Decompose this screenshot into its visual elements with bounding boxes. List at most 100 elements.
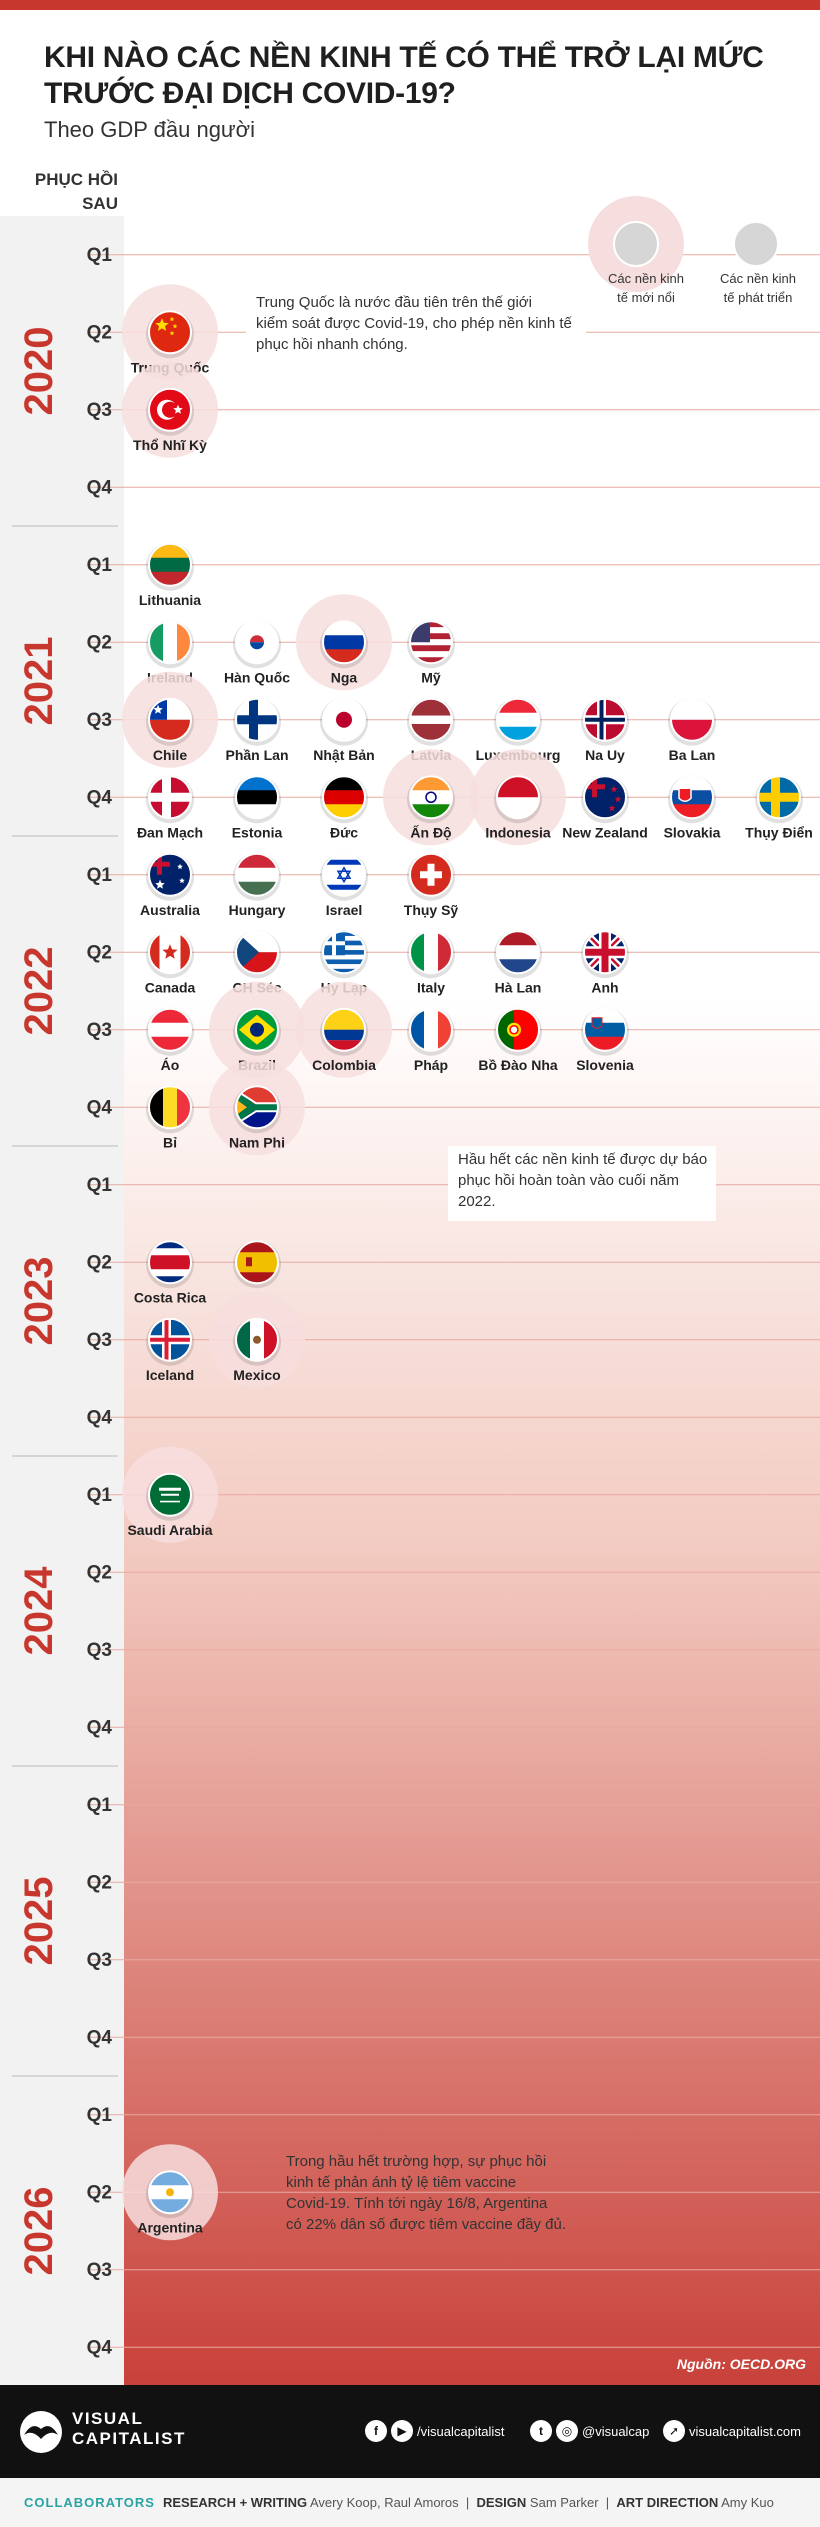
japan-flag-icon xyxy=(323,698,365,741)
flag-stripe xyxy=(410,639,452,646)
footer: VISUAL CAPITALIST f ▶ /visualcapitalist … xyxy=(0,2385,820,2478)
country-label: Đức xyxy=(330,824,358,840)
facebook-link[interactable]: f ▶ /visualcapitalist xyxy=(365,2420,504,2442)
country-point[interactable]: Saudi Arabia xyxy=(122,1446,218,1543)
flag-cross xyxy=(584,948,626,956)
brand-logo[interactable]: VISUAL CAPITALIST xyxy=(72,2409,186,2449)
axis-band xyxy=(0,216,124,2385)
flag-stripe xyxy=(170,931,181,974)
country-point[interactable]: Thụy Sỹ xyxy=(404,852,459,918)
country-point[interactable]: Australia xyxy=(140,852,200,918)
year-tick-label: 2022 xyxy=(17,947,61,1036)
country-point[interactable]: Phần Lan xyxy=(225,697,289,763)
flag-crescent xyxy=(162,401,178,418)
flag-stripe xyxy=(323,959,365,965)
country-point[interactable]: Trung Quốc xyxy=(122,284,218,381)
country-point[interactable]: Thụy Điển xyxy=(745,775,813,840)
flag-stripe xyxy=(149,931,160,974)
flag-ring xyxy=(409,620,453,665)
flag-stripe xyxy=(236,1252,278,1273)
country-point[interactable]: Estonia xyxy=(232,775,283,840)
flag-stripe xyxy=(323,859,365,865)
flag-emblem xyxy=(253,1335,261,1344)
country-point[interactable]: Costa Rica xyxy=(134,1240,207,1305)
annotation-text: có 22% dân số được tiêm vaccine đầy đủ. xyxy=(286,2216,566,2233)
country-point[interactable]: Ba Lan xyxy=(668,697,716,763)
flag-stripe xyxy=(236,790,278,805)
flag-star xyxy=(177,863,183,870)
country-point[interactable]: Slovakia xyxy=(664,775,721,840)
country-point[interactable] xyxy=(233,1240,281,1289)
visual-capitalist-logo-icon xyxy=(20,2411,62,2453)
country-point[interactable]: Argentina xyxy=(122,2144,218,2241)
country-point[interactable]: Anh xyxy=(581,930,629,995)
flag-stripe xyxy=(497,712,539,728)
country-point[interactable]: Hungary xyxy=(229,852,286,918)
quarter-tick-label: Q1 xyxy=(87,1485,113,1506)
flag-ring xyxy=(409,930,453,975)
country-point[interactable]: Indonesia xyxy=(470,749,566,846)
facebook-handle: /visualcapitalist xyxy=(417,2423,505,2439)
country-point[interactable]: Na Uy xyxy=(581,697,629,763)
flag-ring xyxy=(235,697,279,742)
flag-ring xyxy=(235,1007,279,1052)
country-point[interactable]: Nga xyxy=(296,594,392,691)
country-point[interactable]: Chile xyxy=(122,671,218,768)
quarter-tick-label: Q3 xyxy=(87,1020,112,1041)
research-names: Avery Koop, Raul Amoros xyxy=(310,2495,459,2510)
chile-flag-icon xyxy=(149,698,191,741)
country-point[interactable]: Hàn Quốc xyxy=(224,620,290,685)
flag-globe xyxy=(250,1022,264,1037)
art-label: ART DIRECTION xyxy=(616,2495,719,2510)
country-label: Bồ Đào Nha xyxy=(478,1057,558,1073)
annotation-background xyxy=(246,289,586,364)
flag-stripe xyxy=(410,790,452,805)
country-point[interactable]: Thổ Nhĩ Kỳ xyxy=(122,361,218,458)
legend-developed: Các nền kinh tế phát triển xyxy=(720,221,796,305)
country-point[interactable]: New Zealand xyxy=(562,775,648,840)
flag-stripe xyxy=(149,1248,191,1256)
country-label: Iceland xyxy=(146,1367,194,1383)
country-point[interactable]: Israel xyxy=(320,852,368,918)
country-point[interactable]: Mỹ xyxy=(407,620,455,685)
website-link[interactable]: ➚ visualcapitalist.com xyxy=(663,2420,801,2442)
country-point[interactable]: Mexico xyxy=(209,1291,305,1388)
flag-ring xyxy=(496,697,540,742)
flag-cross xyxy=(149,792,191,802)
country-point[interactable]: Lithuania xyxy=(139,542,201,608)
country-point[interactable]: Bỉ xyxy=(146,1085,194,1150)
country-point[interactable]: Đức xyxy=(320,775,368,840)
quarter-tick-label: Q1 xyxy=(87,245,113,266)
year-tick-label: 2023 xyxy=(17,1257,61,1346)
legend-marker xyxy=(613,221,659,267)
flag-ring xyxy=(583,1007,627,1052)
flag-sword xyxy=(160,1500,180,1503)
quarter-tick-label: Q4 xyxy=(87,787,113,808)
flag-stripe xyxy=(149,1269,191,1277)
country-point[interactable]: Hà Lan xyxy=(494,930,542,995)
country-point[interactable]: Italy xyxy=(407,930,455,995)
design-label: DESIGN xyxy=(476,2495,527,2510)
country-point[interactable]: Ấn Độ xyxy=(383,749,479,846)
country-label: Thụy Sỹ xyxy=(404,902,459,918)
country-point[interactable]: Bồ Đào Nha xyxy=(478,1007,558,1073)
country-point[interactable]: Hy Lạp xyxy=(320,930,368,995)
social-link[interactable]: t ◎ @visualcap xyxy=(530,2420,649,2442)
country-point[interactable]: Nhật Bản xyxy=(313,697,375,763)
country-point[interactable]: Iceland xyxy=(146,1317,194,1383)
country-point[interactable]: Nam Phi xyxy=(209,1059,305,1156)
quarter-tick-label: Q4 xyxy=(87,1407,113,1428)
quarter-tick-label: Q3 xyxy=(87,1640,112,1661)
country-point[interactable]: Áo xyxy=(146,1007,194,1073)
country-point[interactable]: Colombia xyxy=(296,981,392,1078)
page-subtitle: Theo GDP đầu người xyxy=(44,117,255,142)
country-point[interactable]: Pháp xyxy=(407,1007,455,1073)
indonesia-flag-icon xyxy=(497,776,539,819)
country-point[interactable]: Đan Mạch xyxy=(137,775,203,840)
youtube-icon: ▶ xyxy=(391,2420,413,2442)
country-point[interactable]: Canada xyxy=(145,930,196,995)
flag-script xyxy=(159,1487,181,1491)
country-point[interactable]: Slovenia xyxy=(576,1007,634,1073)
country-label: Thổ Nhĩ Kỳ xyxy=(133,437,207,453)
flag-star xyxy=(153,704,163,714)
